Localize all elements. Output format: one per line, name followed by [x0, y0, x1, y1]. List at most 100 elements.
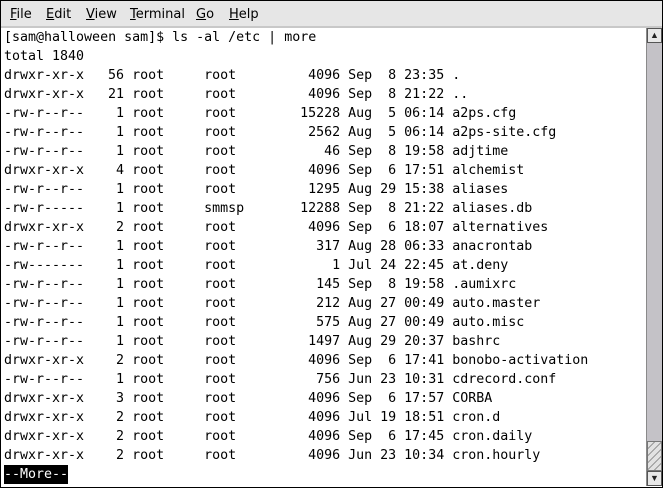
file-day: 23 — [380, 448, 397, 463]
file-mon: Aug — [348, 296, 373, 311]
file-owner: root — [132, 68, 165, 83]
file-links: 2 — [116, 353, 125, 368]
arrow-up-icon[interactable]: ▲ — [647, 28, 662, 43]
file-links: 2 — [116, 448, 125, 463]
file-size: 4096 — [308, 410, 341, 425]
menu-view[interactable]: View — [86, 7, 117, 23]
file-owner: root — [132, 144, 165, 159]
file-mon: Aug — [348, 334, 373, 349]
file-links: 21 — [108, 87, 125, 102]
file-name: at.deny — [452, 258, 509, 273]
scrollbar-thumb[interactable] — [647, 441, 662, 471]
file-day: 6 — [388, 220, 397, 235]
file-mon: Sep — [348, 277, 373, 292]
file-group: root — [204, 87, 237, 102]
menu-edit[interactable]: Edit — [46, 7, 71, 23]
file-group: root — [204, 315, 237, 330]
menu-bar: File Edit View Terminal Go Help — [1, 1, 662, 28]
file-owner: root — [132, 220, 165, 235]
terminal-output[interactable]: [sam@halloween sam]$ ls -al /etc | more … — [4, 28, 644, 486]
listing-row: -rw-r--r-- 1 root root 2562 Aug 5 06:14 a2ps-sit… — [4, 123, 644, 142]
listing-row: drwxr-xr-x 2 root root 4096 Jul 19 18:51 cron.d — [4, 408, 644, 427]
file-size: 212 — [316, 296, 341, 311]
file-size: 4096 — [308, 220, 341, 235]
command-line: [sam@halloween sam]$ ls -al /etc | more — [4, 30, 317, 45]
file-day: 27 — [380, 315, 397, 330]
file-time: 23:35 — [404, 68, 445, 83]
file-perms: -rw-r--r-- — [4, 106, 85, 121]
file-time: 00:49 — [404, 296, 445, 311]
file-links: 1 — [116, 201, 125, 216]
arrow-down-icon[interactable]: ▼ — [647, 471, 662, 486]
file-day: 6 — [388, 353, 397, 368]
menu-edit-label: Edit — [46, 7, 72, 22]
file-perms: -rw-r--r-- — [4, 182, 85, 197]
file-owner: root — [132, 334, 165, 349]
listing: drwxr-xr-x 56 root root 4096 Sep 8 23:35. drwxr-… — [4, 66, 644, 465]
file-size: 4096 — [308, 87, 341, 102]
file-owner: root — [132, 163, 165, 178]
pager-line: --More-- — [4, 465, 644, 484]
file-size: 2562 — [308, 125, 341, 140]
file-links: 3 — [116, 391, 125, 406]
file-perms: -rw-r--r-- — [4, 277, 85, 292]
file-mon: Jul — [348, 410, 373, 425]
file-time: 17:57 — [404, 391, 445, 406]
file-size: 575 — [316, 315, 341, 330]
file-name: alternatives — [452, 220, 549, 235]
menu-terminal[interactable]: Terminal — [130, 7, 185, 23]
menu-go-label: Go — [196, 7, 215, 22]
file-mon: Aug — [348, 106, 373, 121]
file-group: root — [204, 220, 237, 235]
file-size: 4096 — [308, 429, 341, 444]
file-group: root — [204, 144, 237, 159]
file-name: a2ps.cfg — [452, 106, 517, 121]
file-links: 1 — [116, 258, 125, 273]
file-links: 1 — [116, 315, 125, 330]
file-time: 19:58 — [404, 144, 445, 159]
file-group: root — [204, 106, 237, 121]
listing-row: drwxr-xr-x 4 root root 4096 Sep 6 17:51 alchemis… — [4, 161, 644, 180]
file-time: 18:07 — [404, 220, 445, 235]
file-owner: root — [132, 201, 165, 216]
file-perms: drwxr-xr-x — [4, 429, 85, 444]
file-size: 46 — [324, 144, 341, 159]
file-perms: drwxr-xr-x — [4, 448, 85, 463]
file-time: 19:58 — [404, 277, 445, 292]
file-owner: root — [132, 391, 165, 406]
file-links: 1 — [116, 144, 125, 159]
file-perms: -rw-r--r-- — [4, 239, 85, 254]
file-time: 15:38 — [404, 182, 445, 197]
file-owner: root — [132, 410, 165, 425]
listing-row: -rw-r--r-- 1 root root 1295 Aug 29 15:38 aliases — [4, 180, 644, 199]
file-links: 1 — [116, 277, 125, 292]
file-group: root — [204, 125, 237, 140]
file-perms: drwxr-xr-x — [4, 68, 85, 83]
file-mon: Sep — [348, 220, 373, 235]
file-day: 8 — [388, 68, 397, 83]
listing-row: -rw-r--r-- 1 root root 317 Aug 28 06:33 anacront… — [4, 237, 644, 256]
menu-help[interactable]: Help — [229, 7, 259, 23]
file-group: root — [204, 448, 237, 463]
file-links: 2 — [116, 220, 125, 235]
file-mon: Sep — [348, 201, 373, 216]
scrollbar[interactable]: ▲ ▼ — [646, 28, 662, 486]
file-name: auto.misc — [452, 315, 525, 330]
file-size: 317 — [316, 239, 341, 254]
file-day: 23 — [380, 372, 397, 387]
file-group: root — [204, 410, 237, 425]
file-day: 5 — [388, 106, 397, 121]
listing-row: -rw-r--r-- 1 root root 15228 Aug 5 06:14 a2ps.cf… — [4, 104, 644, 123]
menu-file[interactable]: File — [10, 7, 32, 23]
listing-row: -rw-r--r-- 1 root root 212 Aug 27 00:49 auto.mas… — [4, 294, 644, 313]
file-links: 1 — [116, 296, 125, 311]
file-links: 1 — [116, 125, 125, 140]
file-name: aliases.db — [452, 201, 533, 216]
menu-go[interactable]: Go — [196, 7, 214, 23]
file-size: 12288 — [300, 201, 341, 216]
file-name: auto.master — [452, 296, 541, 311]
file-size: 4096 — [308, 391, 341, 406]
file-day: 6 — [388, 391, 397, 406]
file-name: cron.d — [452, 410, 501, 425]
file-perms: drwxr-xr-x — [4, 87, 85, 102]
